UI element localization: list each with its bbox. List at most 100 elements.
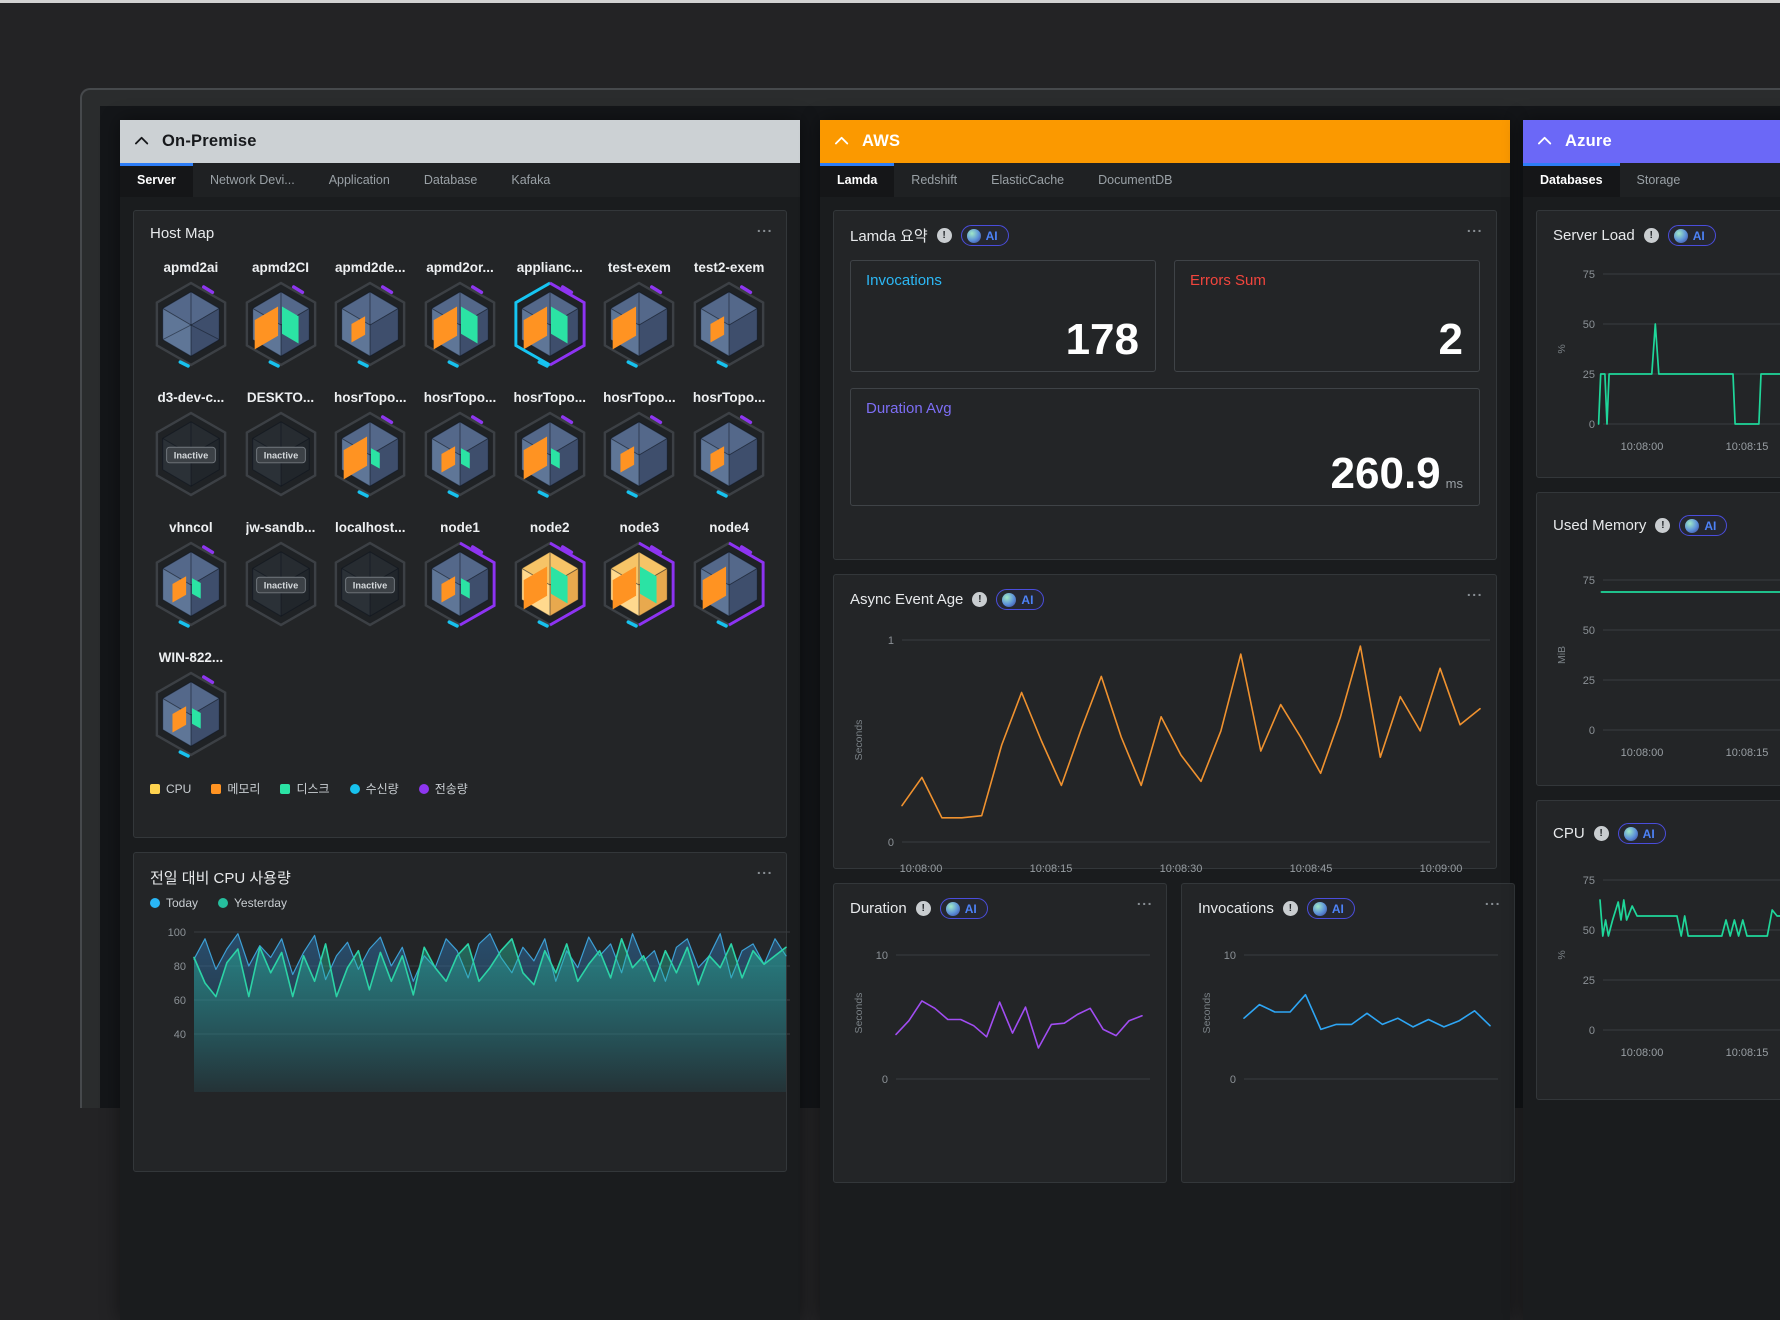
host-hexagon[interactable]: node2 [509, 520, 591, 630]
tab-network-devi-[interactable]: Network Devi... [209, 173, 295, 187]
host-label: d3-dev-c... [157, 390, 225, 405]
card-menu-button[interactable]: ... [756, 861, 773, 877]
legend-item[interactable]: Yesterday [218, 896, 287, 910]
legend-item[interactable]: 메모리 [211, 780, 260, 797]
panel-header-aws[interactable]: AWS [820, 120, 1510, 163]
info-icon[interactable]: ! [1282, 901, 1298, 916]
tab-documentdb[interactable]: DocumentDB [1098, 173, 1173, 187]
host-hexagon[interactable]: DESKTO... Inactive [240, 390, 322, 500]
host-hexagon[interactable]: test-exem [599, 260, 681, 370]
host-hexagon[interactable]: hosrTopo... [419, 390, 501, 500]
svg-text:10:08:15: 10:08:15 [1726, 1047, 1769, 1059]
tab-server[interactable]: Server [120, 163, 193, 197]
host-hexagon[interactable]: apmd2ai [150, 260, 232, 370]
host-hexagon[interactable]: node4 [688, 520, 770, 630]
card-title: 전일 대비 CPU 사용량 [150, 870, 291, 887]
info-icon[interactable]: ! [915, 901, 931, 916]
panel-header-azure[interactable]: Azure [1523, 120, 1780, 163]
host-label: node1 [440, 520, 480, 535]
host-hexagon[interactable]: d3-dev-c... Inactive [150, 390, 232, 500]
card-menu-button[interactable]: ... [756, 219, 773, 235]
host-hexagon[interactable]: apmd2de... [329, 260, 411, 370]
host-hexagon[interactable]: hosrTopo... [509, 390, 591, 500]
svg-text:0: 0 [1589, 419, 1595, 431]
tab-storage[interactable]: Storage [1636, 173, 1681, 187]
host-hexagon[interactable]: vhncol [150, 520, 232, 630]
svg-text:10:08:15: 10:08:15 [1726, 441, 1769, 453]
host-hexagon[interactable]: node3 [599, 520, 681, 630]
card-title: CPU [1553, 825, 1585, 842]
tab-database[interactable]: Database [423, 173, 478, 187]
cpu-compare-chart: 100 80 60 40 [168, 927, 790, 1092]
ai-globe-icon [966, 228, 981, 243]
ai-badge-button[interactable]: AI [1667, 225, 1716, 246]
info-icon[interactable]: ! [1655, 518, 1671, 533]
legend-label: 전송량 [434, 782, 468, 796]
info-icon[interactable]: ! [1643, 228, 1659, 243]
ai-globe-icon [1002, 592, 1017, 607]
svg-text:1: 1 [888, 635, 894, 647]
svg-text:0: 0 [882, 1074, 888, 1086]
svg-text:%: % [1556, 344, 1568, 353]
legend-item[interactable]: 수신량 [349, 780, 399, 797]
legend-swatch [349, 783, 360, 794]
card-menu-button[interactable]: ... [1136, 892, 1153, 908]
tab-elasticcache[interactable]: ElasticCache [991, 173, 1065, 187]
legend-item[interactable]: 디스크 [280, 780, 330, 797]
host-map-grid: apmd2ai apmd2CI apmd2de... apmd2or... applia… [150, 260, 770, 760]
tab-application[interactable]: Application [328, 173, 390, 187]
host-hexagon[interactable]: jw-sandb... Inactive [240, 520, 322, 630]
used-memory-card: Used Memory ! AI 75 50 25 0 MiB 10:08:00 10:08… [1536, 492, 1780, 786]
svg-text:Inactive: Inactive [353, 580, 387, 590]
monitor-top-edge [0, 0, 1780, 3]
svg-text:0: 0 [1589, 1025, 1595, 1037]
svg-text:10:08:00: 10:08:00 [1621, 441, 1664, 453]
svg-text:80: 80 [174, 961, 186, 973]
panel-aws: AWS Lamda Redshift ElasticCache DocumentDB … [820, 120, 1515, 1320]
info-icon[interactable]: ! [972, 592, 988, 607]
legend-swatch [150, 783, 160, 794]
ai-badge-button[interactable]: AI [939, 898, 988, 919]
host-hexagon[interactable]: apmd2or... [419, 260, 501, 370]
svg-text:MiB: MiB [1556, 646, 1568, 664]
cpu-compare-card: 전일 대비 CPU 사용량 ... Today Yesterday 100 80 60… [133, 852, 790, 1172]
invocations-card: Invocations ! AI ... 10 0 Seconds [1181, 883, 1515, 1183]
info-icon[interactable]: ! [1593, 826, 1609, 841]
legend-swatch [150, 898, 160, 908]
tab-databases[interactable]: Databases [1523, 163, 1620, 197]
host-label: DESKTO... [246, 390, 315, 405]
legend-item[interactable]: Today [150, 896, 198, 910]
host-hexagon[interactable]: test2-exem [688, 260, 770, 370]
svg-text:10:09:00: 10:09:00 [1420, 863, 1463, 875]
host-hexagon[interactable]: WIN-822... [150, 650, 232, 760]
legend-label: CPU [166, 781, 192, 796]
legend-label: 수신량 [365, 782, 399, 796]
card-menu-button[interactable]: ... [1484, 892, 1501, 908]
host-hexagon[interactable]: hosrTopo... [688, 390, 770, 500]
ai-badge-button[interactable]: AI [1306, 898, 1355, 919]
host-hexagon[interactable]: node1 [419, 520, 501, 630]
stat-errors-sum: Errors Sum 2 [1174, 260, 1480, 372]
card-menu-button[interactable]: ... [1466, 583, 1483, 599]
panel-header-on-premise[interactable]: On-Premise [120, 120, 800, 163]
host-label: hosrTopo... [334, 390, 407, 405]
ai-badge-button[interactable]: AI [996, 589, 1045, 610]
collapse-chevron-icon [834, 135, 849, 150]
legend-item[interactable]: CPU [150, 782, 191, 796]
host-hexagon[interactable]: hosrTopo... [329, 390, 411, 500]
host-hexagon[interactable]: applianc... [509, 260, 591, 370]
ai-badge-button[interactable]: AI [1679, 515, 1728, 536]
tab-redshift[interactable]: Redshift [911, 173, 958, 187]
server-load-chart: 75 50 25 0% 10:08:00 10:08:15 [1556, 269, 1780, 453]
stat-unit: ms [1445, 476, 1463, 491]
tab-kafaka[interactable]: Kafaka [511, 173, 551, 187]
host-hexagon[interactable]: hosrTopo... [599, 390, 681, 500]
tab-lamda[interactable]: Lamda [820, 163, 895, 197]
legend-item[interactable]: 전송량 [418, 780, 468, 797]
ai-badge-button[interactable]: AI [960, 225, 1009, 246]
card-menu-button[interactable]: ... [1466, 219, 1483, 235]
info-icon[interactable]: ! [936, 228, 952, 243]
host-hexagon[interactable]: localhost... Inactive [329, 520, 411, 630]
ai-badge-button[interactable]: AI [1617, 823, 1666, 844]
host-hexagon[interactable]: apmd2CI [240, 260, 322, 370]
